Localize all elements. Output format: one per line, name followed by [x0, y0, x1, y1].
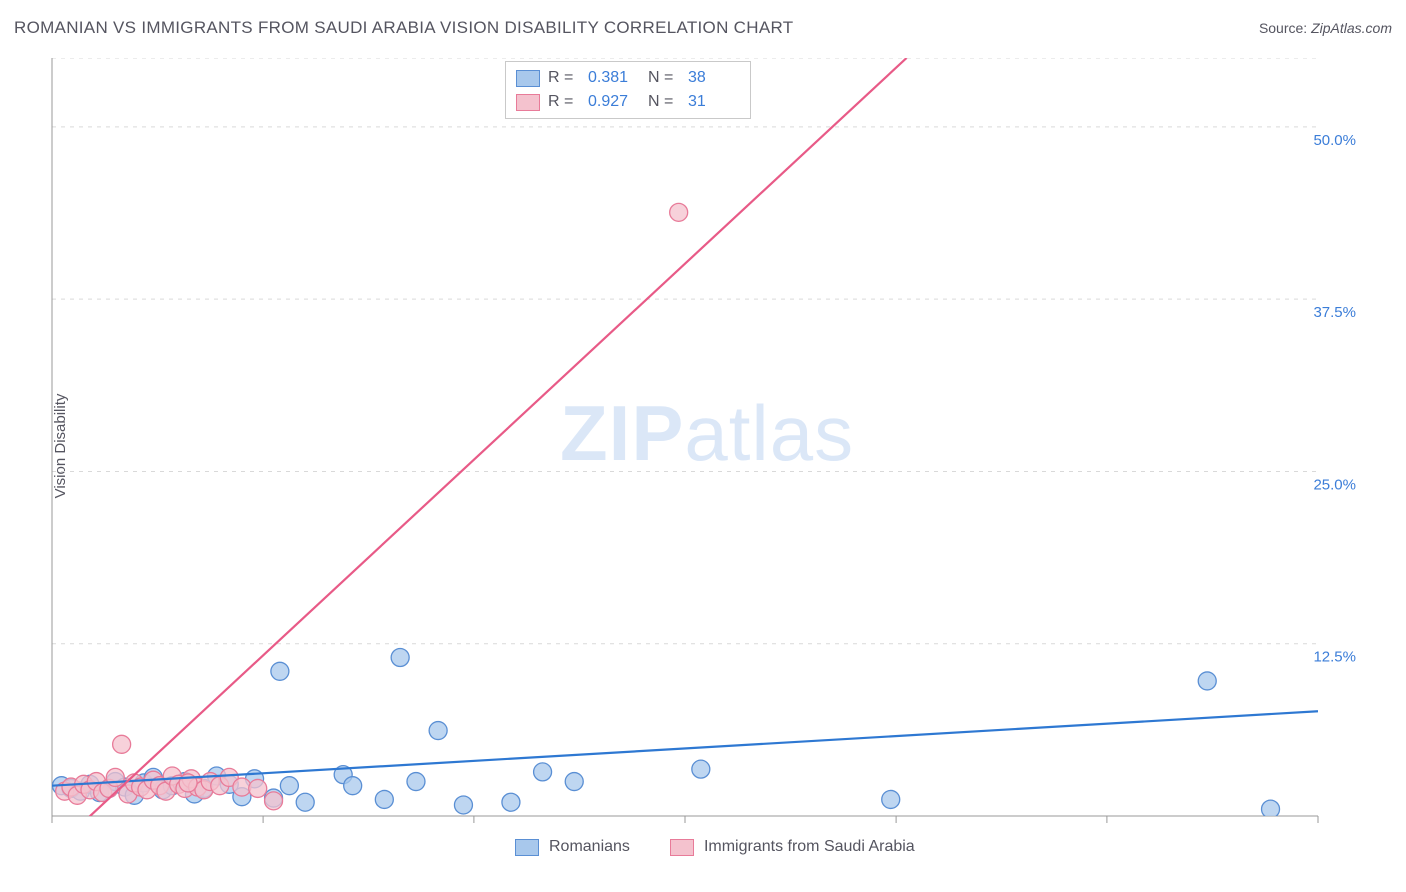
legend-r-label: R = — [548, 93, 580, 111]
chart-header: ROMANIAN VS IMMIGRANTS FROM SAUDI ARABIA… — [14, 18, 1392, 38]
legend-row: R = 0.927 N = 31 — [516, 90, 740, 114]
chart-area: 12.5%25.0%37.5%50.0%0.0%40.0% ZIPatlas R… — [50, 58, 1360, 828]
legend-n-label: N = — [648, 69, 680, 87]
svg-text:37.5%: 37.5% — [1313, 304, 1356, 321]
source-label: Source: — [1259, 20, 1311, 36]
chart-title: ROMANIAN VS IMMIGRANTS FROM SAUDI ARABIA… — [14, 18, 793, 38]
series-legend: Romanians Immigrants from Saudi Arabia — [515, 838, 945, 856]
source-attribution: Source: ZipAtlas.com — [1259, 20, 1392, 36]
legend-swatch — [516, 70, 540, 87]
legend-series-name: Immigrants from Saudi Arabia — [704, 838, 915, 856]
legend-swatch — [516, 94, 540, 111]
scatter-plot: 12.5%25.0%37.5%50.0%0.0%40.0% — [50, 58, 1360, 828]
legend-swatch — [670, 839, 694, 856]
legend-n-value: 38 — [688, 69, 740, 87]
legend-n-value: 31 — [688, 93, 740, 111]
legend-n-label: N = — [648, 93, 680, 111]
legend-r-value: 0.381 — [588, 69, 640, 87]
svg-text:50.0%: 50.0% — [1313, 132, 1356, 149]
correlation-legend: R = 0.381 N = 38 R = 0.927 N = 31 — [505, 61, 751, 119]
legend-r-label: R = — [548, 69, 580, 87]
legend-series-name: Romanians — [549, 838, 630, 856]
svg-text:12.5%: 12.5% — [1313, 649, 1356, 666]
legend-row: R = 0.381 N = 38 — [516, 66, 740, 90]
svg-text:25.0%: 25.0% — [1313, 476, 1356, 493]
legend-r-value: 0.927 — [588, 93, 640, 111]
source-link[interactable]: ZipAtlas.com — [1311, 20, 1392, 36]
legend-swatch — [515, 839, 539, 856]
